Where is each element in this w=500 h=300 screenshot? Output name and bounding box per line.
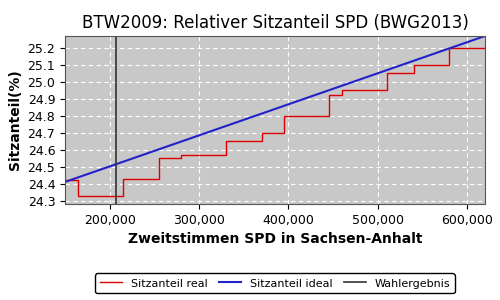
Y-axis label: Sitzanteil(%): Sitzanteil(%): [8, 70, 22, 170]
Sitzanteil real: [174, 156, 180, 160]
Sitzanteil real: [482, 46, 488, 50]
X-axis label: Zweitstimmen SPD in Sachsen-Anhalt: Zweitstimmen SPD in Sachsen-Anhalt: [128, 232, 422, 246]
Sitzanteil real: [76, 194, 82, 197]
Sitzanteil real: [326, 114, 332, 118]
Sitzanteil real: [446, 46, 452, 50]
Sitzanteil real: [245, 140, 251, 143]
Title: BTW2009: Relativer Sitzanteil SPD (BWG2013): BTW2009: Relativer Sitzanteil SPD (BWG20…: [82, 14, 468, 32]
Sitzanteil real: [62, 178, 68, 182]
Sitzanteil real: [384, 88, 390, 92]
Sitzanteil real: [178, 156, 184, 160]
Legend: Sitzanteil real, Sitzanteil ideal, Wahlergebnis: Sitzanteil real, Sitzanteil ideal, Wahle…: [96, 273, 454, 293]
Sitzanteil real: [245, 140, 251, 143]
Line: Sitzanteil real: Sitzanteil real: [65, 48, 485, 196]
